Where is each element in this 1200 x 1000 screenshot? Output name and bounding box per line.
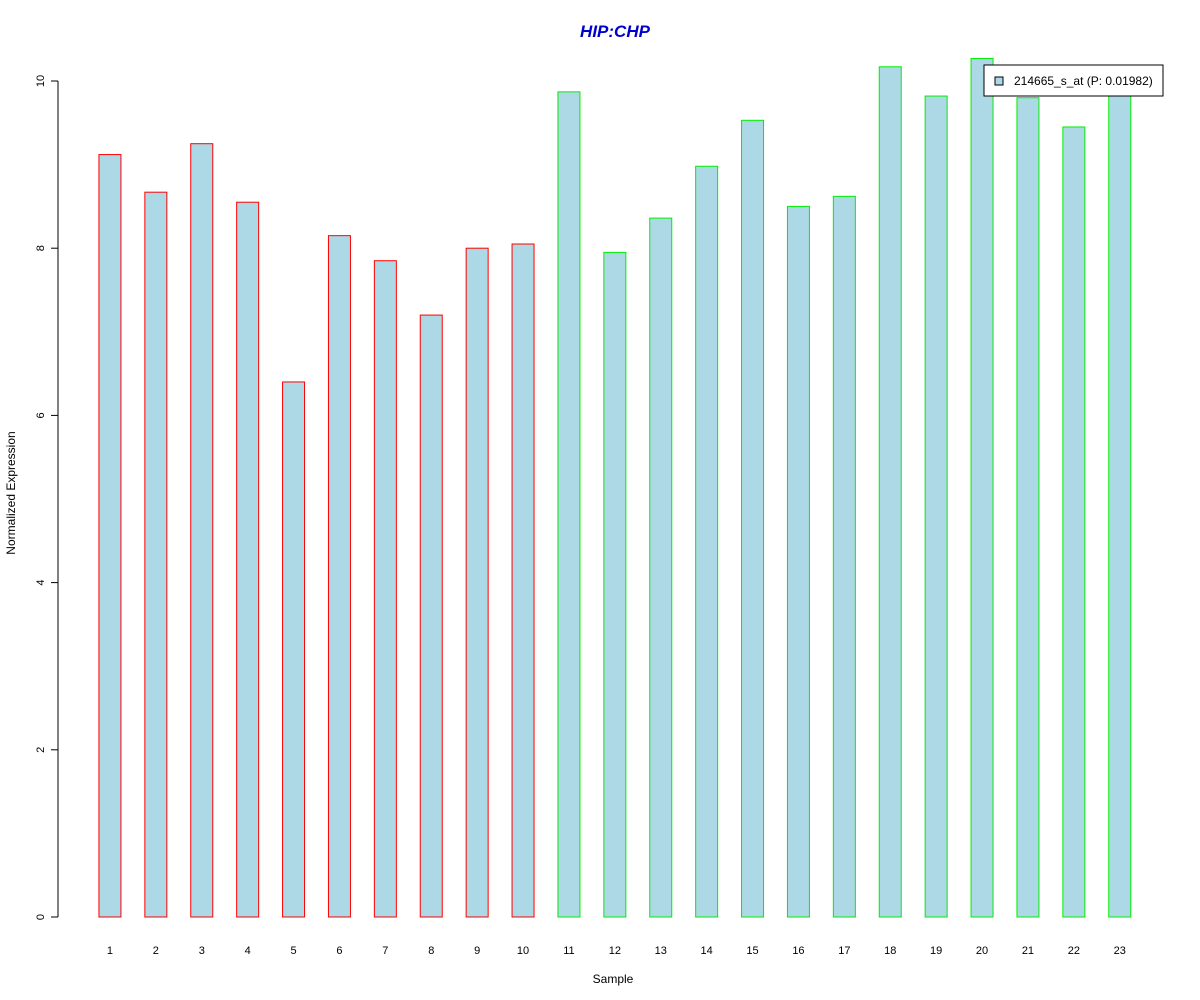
bar-sample-16 xyxy=(786,205,810,918)
x-tick-label: 14 xyxy=(701,945,713,957)
bar-sample-11 xyxy=(557,91,581,918)
bar-sample-23 xyxy=(1108,88,1132,918)
x-tick-label: 4 xyxy=(245,945,251,957)
bar-sample-17 xyxy=(832,195,856,918)
bar-sample-7 xyxy=(373,260,397,918)
bar-sample-18 xyxy=(878,66,902,918)
bar-sample-19 xyxy=(924,95,948,918)
bar-sample-6 xyxy=(327,235,351,918)
legend-swatch xyxy=(994,76,1004,86)
x-tick-label: 19 xyxy=(930,945,942,957)
bar-sample-3 xyxy=(190,143,214,918)
bar-sample-20 xyxy=(970,57,994,918)
bar-sample-12 xyxy=(603,251,627,918)
bar-sample-8 xyxy=(419,314,443,918)
bar-sample-15 xyxy=(741,119,765,918)
x-tick-label: 16 xyxy=(792,945,804,957)
y-tick-label: 0 xyxy=(35,914,47,920)
bars-group xyxy=(98,57,1132,918)
x-tick-label: 12 xyxy=(609,945,621,957)
x-tick-label: 22 xyxy=(1068,945,1080,957)
y-tick-label: 10 xyxy=(35,75,47,87)
x-tick-label: 3 xyxy=(199,945,205,957)
y-axis: 0 2 4 6 8 10 xyxy=(35,75,59,920)
legend-label: 214665_s_at (P: 0.01982) xyxy=(1014,74,1153,88)
bar-sample-14 xyxy=(695,165,719,918)
legend-box xyxy=(983,64,1164,97)
y-tick-label: 6 xyxy=(35,412,47,418)
chart-title: HIP:CHP xyxy=(580,22,651,41)
x-tick-label: 1 xyxy=(107,945,113,957)
y-tick-label: 8 xyxy=(35,245,47,251)
bar-sample-10 xyxy=(511,243,535,918)
x-tick-label: 9 xyxy=(474,945,480,957)
x-tick-label: 7 xyxy=(382,945,388,957)
bar-sample-4 xyxy=(236,201,260,918)
x-tick-label: 6 xyxy=(336,945,342,957)
x-axis-title: Sample xyxy=(593,972,634,986)
x-tick-label: 20 xyxy=(976,945,988,957)
y-tick-label: 4 xyxy=(35,580,47,586)
legend: 214665_s_at (P: 0.01982) xyxy=(983,64,1164,97)
x-tick-label: 15 xyxy=(746,945,758,957)
bar-sample-5 xyxy=(282,381,306,918)
x-tick-label: 11 xyxy=(563,945,574,957)
bar-sample-2 xyxy=(144,191,168,918)
bar-sample-22 xyxy=(1062,126,1086,918)
x-tick-label: 17 xyxy=(838,945,850,957)
x-tick-label: 5 xyxy=(290,945,296,957)
y-axis-title: Normalized Expression xyxy=(4,431,18,554)
x-tick-label: 23 xyxy=(1114,945,1126,957)
bar-sample-13 xyxy=(649,217,673,918)
x-tick-label: 21 xyxy=(1022,945,1034,957)
x-tick-label: 10 xyxy=(517,945,529,957)
x-tick-label: 8 xyxy=(428,945,434,957)
bar-sample-9 xyxy=(465,247,489,918)
y-tick-label: 2 xyxy=(35,747,47,753)
bar-sample-21 xyxy=(1016,97,1040,918)
x-tick-label: 2 xyxy=(153,945,159,957)
x-tick-label: 18 xyxy=(884,945,896,957)
bar-sample-1 xyxy=(98,154,122,918)
x-tick-label: 13 xyxy=(655,945,667,957)
x-tick-labels: 1 2 3 4 5 6 7 8 9 10 11 12 13 14 15 16 17 18 19 20 21 22 23 xyxy=(107,945,1126,957)
